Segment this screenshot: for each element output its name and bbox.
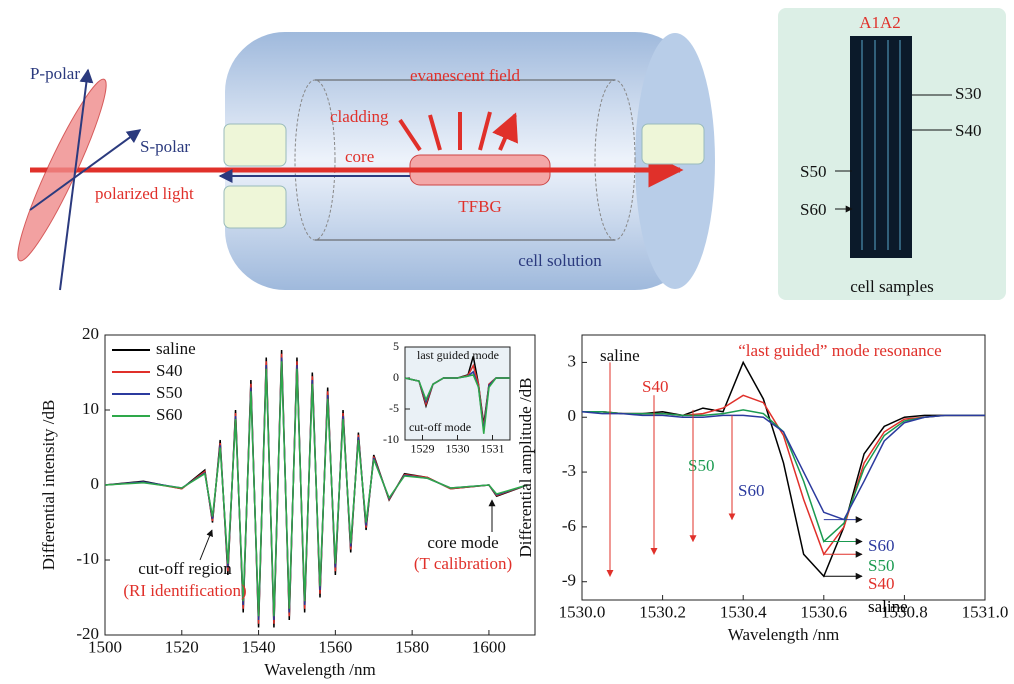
- x-tick-label: 1500: [88, 638, 122, 657]
- x-tick-label: 1530.8: [881, 603, 928, 622]
- y-tick-label: -9: [562, 571, 576, 590]
- y-axis-label: Differential amplitude /dB: [516, 377, 535, 557]
- x-axis-label: Wavelength /nm: [728, 625, 839, 644]
- label: A1A2: [859, 13, 901, 32]
- x-tick-label: 1531.0: [962, 603, 1009, 622]
- annotation: cut-off region: [138, 559, 232, 578]
- y-tick-label: -6: [562, 516, 576, 535]
- label: S60: [800, 200, 826, 219]
- label: cladding: [330, 107, 389, 126]
- y-tick-label: -10: [76, 549, 99, 568]
- label: polarized light: [95, 184, 194, 203]
- series-label: saline: [868, 597, 908, 616]
- label: S30: [955, 84, 981, 103]
- annotation: saline: [600, 346, 640, 365]
- legend-label: S60: [156, 405, 182, 424]
- annotation: “last guided” mode resonance: [738, 341, 941, 360]
- annotation: S50: [688, 456, 714, 475]
- series-line: [104, 361, 528, 617]
- x-tick-label: 1600: [472, 638, 506, 657]
- label: P-polar: [30, 64, 80, 83]
- label: evanescent field: [410, 66, 520, 85]
- diagram: P-polar S-polar polarized light evanesce…: [17, 8, 1006, 300]
- y-tick-label: 20: [82, 324, 99, 343]
- y-tick-label: -5: [389, 401, 399, 415]
- annotation: (T calibration): [414, 554, 512, 573]
- x-tick-label: 1530: [446, 441, 470, 455]
- caption: cell samples: [850, 277, 934, 296]
- y-tick-label: 5: [393, 339, 399, 353]
- x-tick-label: 1531: [481, 441, 505, 455]
- y-tick-label: -20: [76, 624, 99, 643]
- y-tick-label: -10: [383, 432, 399, 446]
- series-line: [581, 411, 985, 521]
- annotation: cut-off mode: [409, 420, 471, 434]
- x-tick-label: 1540: [242, 638, 276, 657]
- x-tick-label: 1580: [395, 638, 429, 657]
- legend-label: saline: [156, 339, 196, 358]
- label: S40: [955, 121, 981, 140]
- x-tick-label: 1529: [411, 441, 435, 455]
- x-tick-label: 1560: [318, 638, 352, 657]
- plot-area: [581, 334, 986, 601]
- arrow: [199, 529, 213, 561]
- x-tick-label: 1530.6: [800, 603, 847, 622]
- y-tick-label: 0: [91, 474, 100, 493]
- label: cell solution: [518, 251, 602, 270]
- y-tick-label: 0: [568, 406, 577, 425]
- y-tick-label: -3: [562, 461, 576, 480]
- annotation: (RI identification): [123, 581, 246, 600]
- series-label: S60: [868, 536, 894, 555]
- annotation: core mode: [427, 533, 498, 552]
- label: S50: [800, 162, 826, 181]
- series-label: S40: [868, 574, 894, 593]
- x-tick-label: 1530.4: [720, 603, 767, 622]
- y-tick-label: 3: [568, 351, 577, 370]
- x-tick-label: 1520: [165, 638, 199, 657]
- y-tick-label: 10: [82, 399, 99, 418]
- legend-label: S40: [156, 361, 182, 380]
- label: TFBG: [458, 197, 501, 216]
- label: core: [345, 147, 374, 166]
- series-label: S50: [868, 556, 894, 575]
- y-tick-label: 0: [393, 370, 399, 384]
- annotation: last guided mode: [417, 348, 499, 362]
- x-axis-label: Wavelength /nm: [264, 660, 375, 679]
- legend-label: S50: [156, 383, 182, 402]
- label: S-polar: [140, 137, 190, 156]
- y-axis-label: Differential intensity /dB: [39, 400, 58, 571]
- annotation: S60: [738, 481, 764, 500]
- x-tick-label: 1530.2: [639, 603, 686, 622]
- series-line: [404, 374, 510, 434]
- x-tick-label: 1530.0: [559, 603, 606, 622]
- annotation: S40: [642, 377, 668, 396]
